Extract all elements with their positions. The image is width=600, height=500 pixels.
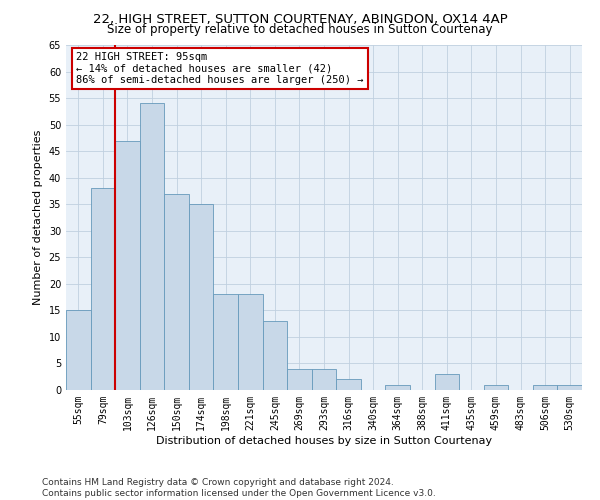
- Bar: [434, 374, 459, 390]
- X-axis label: Distribution of detached houses by size in Sutton Courtenay: Distribution of detached houses by size …: [156, 436, 492, 446]
- Text: Size of property relative to detached houses in Sutton Courtenay: Size of property relative to detached ho…: [107, 22, 493, 36]
- Bar: [115, 140, 140, 390]
- Bar: [189, 204, 214, 390]
- Bar: [312, 369, 336, 390]
- Y-axis label: Number of detached properties: Number of detached properties: [33, 130, 43, 305]
- Text: 22 HIGH STREET: 95sqm
← 14% of detached houses are smaller (42)
86% of semi-deta: 22 HIGH STREET: 95sqm ← 14% of detached …: [76, 52, 364, 85]
- Bar: [336, 380, 361, 390]
- Bar: [91, 188, 115, 390]
- Bar: [385, 384, 410, 390]
- Bar: [214, 294, 238, 390]
- Bar: [557, 384, 582, 390]
- Bar: [238, 294, 263, 390]
- Text: 22, HIGH STREET, SUTTON COURTENAY, ABINGDON, OX14 4AP: 22, HIGH STREET, SUTTON COURTENAY, ABING…: [92, 12, 508, 26]
- Bar: [263, 321, 287, 390]
- Bar: [533, 384, 557, 390]
- Bar: [287, 369, 312, 390]
- Bar: [484, 384, 508, 390]
- Bar: [164, 194, 189, 390]
- Bar: [66, 310, 91, 390]
- Bar: [140, 104, 164, 390]
- Text: Contains HM Land Registry data © Crown copyright and database right 2024.
Contai: Contains HM Land Registry data © Crown c…: [42, 478, 436, 498]
